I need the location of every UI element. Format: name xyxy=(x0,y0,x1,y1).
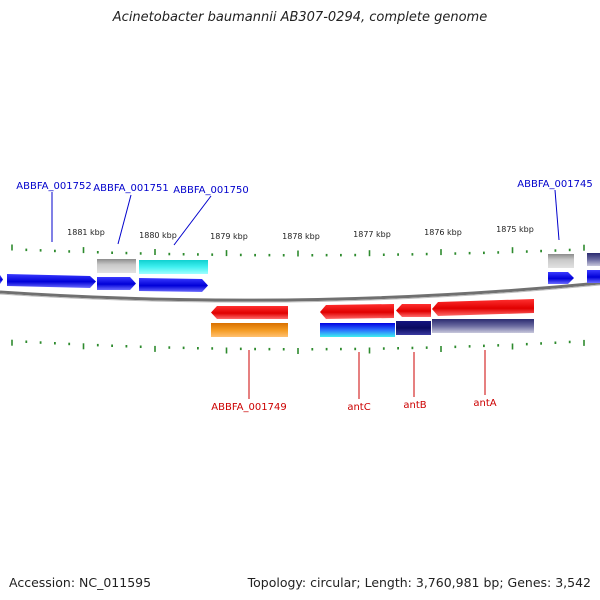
gene-label-antA[interactable]: antA xyxy=(473,398,496,409)
gene-arrow-left-edge[interactable] xyxy=(0,275,3,284)
gene-label-ABBFA_001745[interactable]: ABBFA_001745 xyxy=(517,179,592,190)
cog-bar-ABBFA_001745[interactable] xyxy=(548,254,574,268)
accession-text: Accession: NC_011595 xyxy=(9,575,152,590)
leader-line-ABBFA_001751 xyxy=(117,194,132,245)
reverse-strand-features xyxy=(211,299,534,337)
gene-label-ABBFA_001750[interactable]: ABBFA_001750 xyxy=(173,185,248,196)
genome-backbone xyxy=(0,281,600,302)
gene-arrow-antC[interactable] xyxy=(320,304,394,319)
gene-label-ABBFA_001749[interactable]: ABBFA_001749 xyxy=(211,402,286,413)
cog-bar-ABBFA_001750[interactable] xyxy=(139,260,208,274)
gene-arrow-ABBFA_001749[interactable] xyxy=(211,306,288,319)
leader-line-ABBFA_001750 xyxy=(173,195,212,246)
gene-label-ABBFA_001751[interactable]: ABBFA_001751 xyxy=(93,183,168,194)
gene-label-ABBFA_001752[interactable]: ABBFA_001752 xyxy=(16,181,91,192)
map-title: Acinetobacter baumannii AB307-0294, comp… xyxy=(112,10,488,25)
gene-arrow-right-edge[interactable] xyxy=(587,270,600,283)
gene-arrow-ABBFA_001750[interactable] xyxy=(139,278,208,292)
top-leader-lines xyxy=(51,189,560,246)
genome-summary-text: Topology: circular; Length: 3,760,981 bp… xyxy=(247,575,591,590)
tick-row-bottom xyxy=(11,339,585,354)
tick-label-1876: 1876 kbp xyxy=(424,228,462,237)
leader-line-ABBFA_001745 xyxy=(554,189,560,241)
tick-label-1878: 1878 kbp xyxy=(282,232,320,241)
gene-arrow-ABBFA_001745[interactable] xyxy=(548,272,574,284)
scale-labels: 1881 kbp 1880 kbp 1879 kbp 1878 kbp 1877… xyxy=(67,225,534,241)
top-gene-labels: ABBFA_001752 ABBFA_001751 ABBFA_001750 A… xyxy=(16,179,592,196)
gene-arrow-ABBFA_001751[interactable] xyxy=(97,277,136,290)
tick-label-1877: 1877 kbp xyxy=(353,230,391,239)
genome-backbone-highlight xyxy=(0,284,600,303)
bottom-leader-lines xyxy=(248,350,486,399)
cog-bar-antA[interactable] xyxy=(432,319,534,333)
cog-bar-ABBFA_001749[interactable] xyxy=(211,323,288,337)
gene-arrow-antB[interactable] xyxy=(396,304,431,317)
gene-label-antC[interactable]: antC xyxy=(347,402,370,413)
forward-strand-features xyxy=(0,253,600,292)
gene-label-antB[interactable]: antB xyxy=(403,400,426,411)
gene-arrow-antA[interactable] xyxy=(432,299,534,316)
cog-bar-antC[interactable] xyxy=(320,323,395,337)
tick-row-top xyxy=(11,244,585,257)
cog-bar-ABBFA_001751[interactable] xyxy=(97,259,136,273)
bottom-gene-labels: ABBFA_001749 antC antB antA xyxy=(211,398,496,413)
tick-label-1875: 1875 kbp xyxy=(496,225,534,234)
cog-bar-antB[interactable] xyxy=(396,321,431,335)
gene-arrow-ABBFA_001752[interactable] xyxy=(7,274,96,288)
cog-bar-right-edge[interactable] xyxy=(587,253,600,266)
tick-label-1879: 1879 kbp xyxy=(210,232,248,241)
tick-label-1881: 1881 kbp xyxy=(67,228,105,237)
tick-label-1880: 1880 kbp xyxy=(139,231,177,240)
